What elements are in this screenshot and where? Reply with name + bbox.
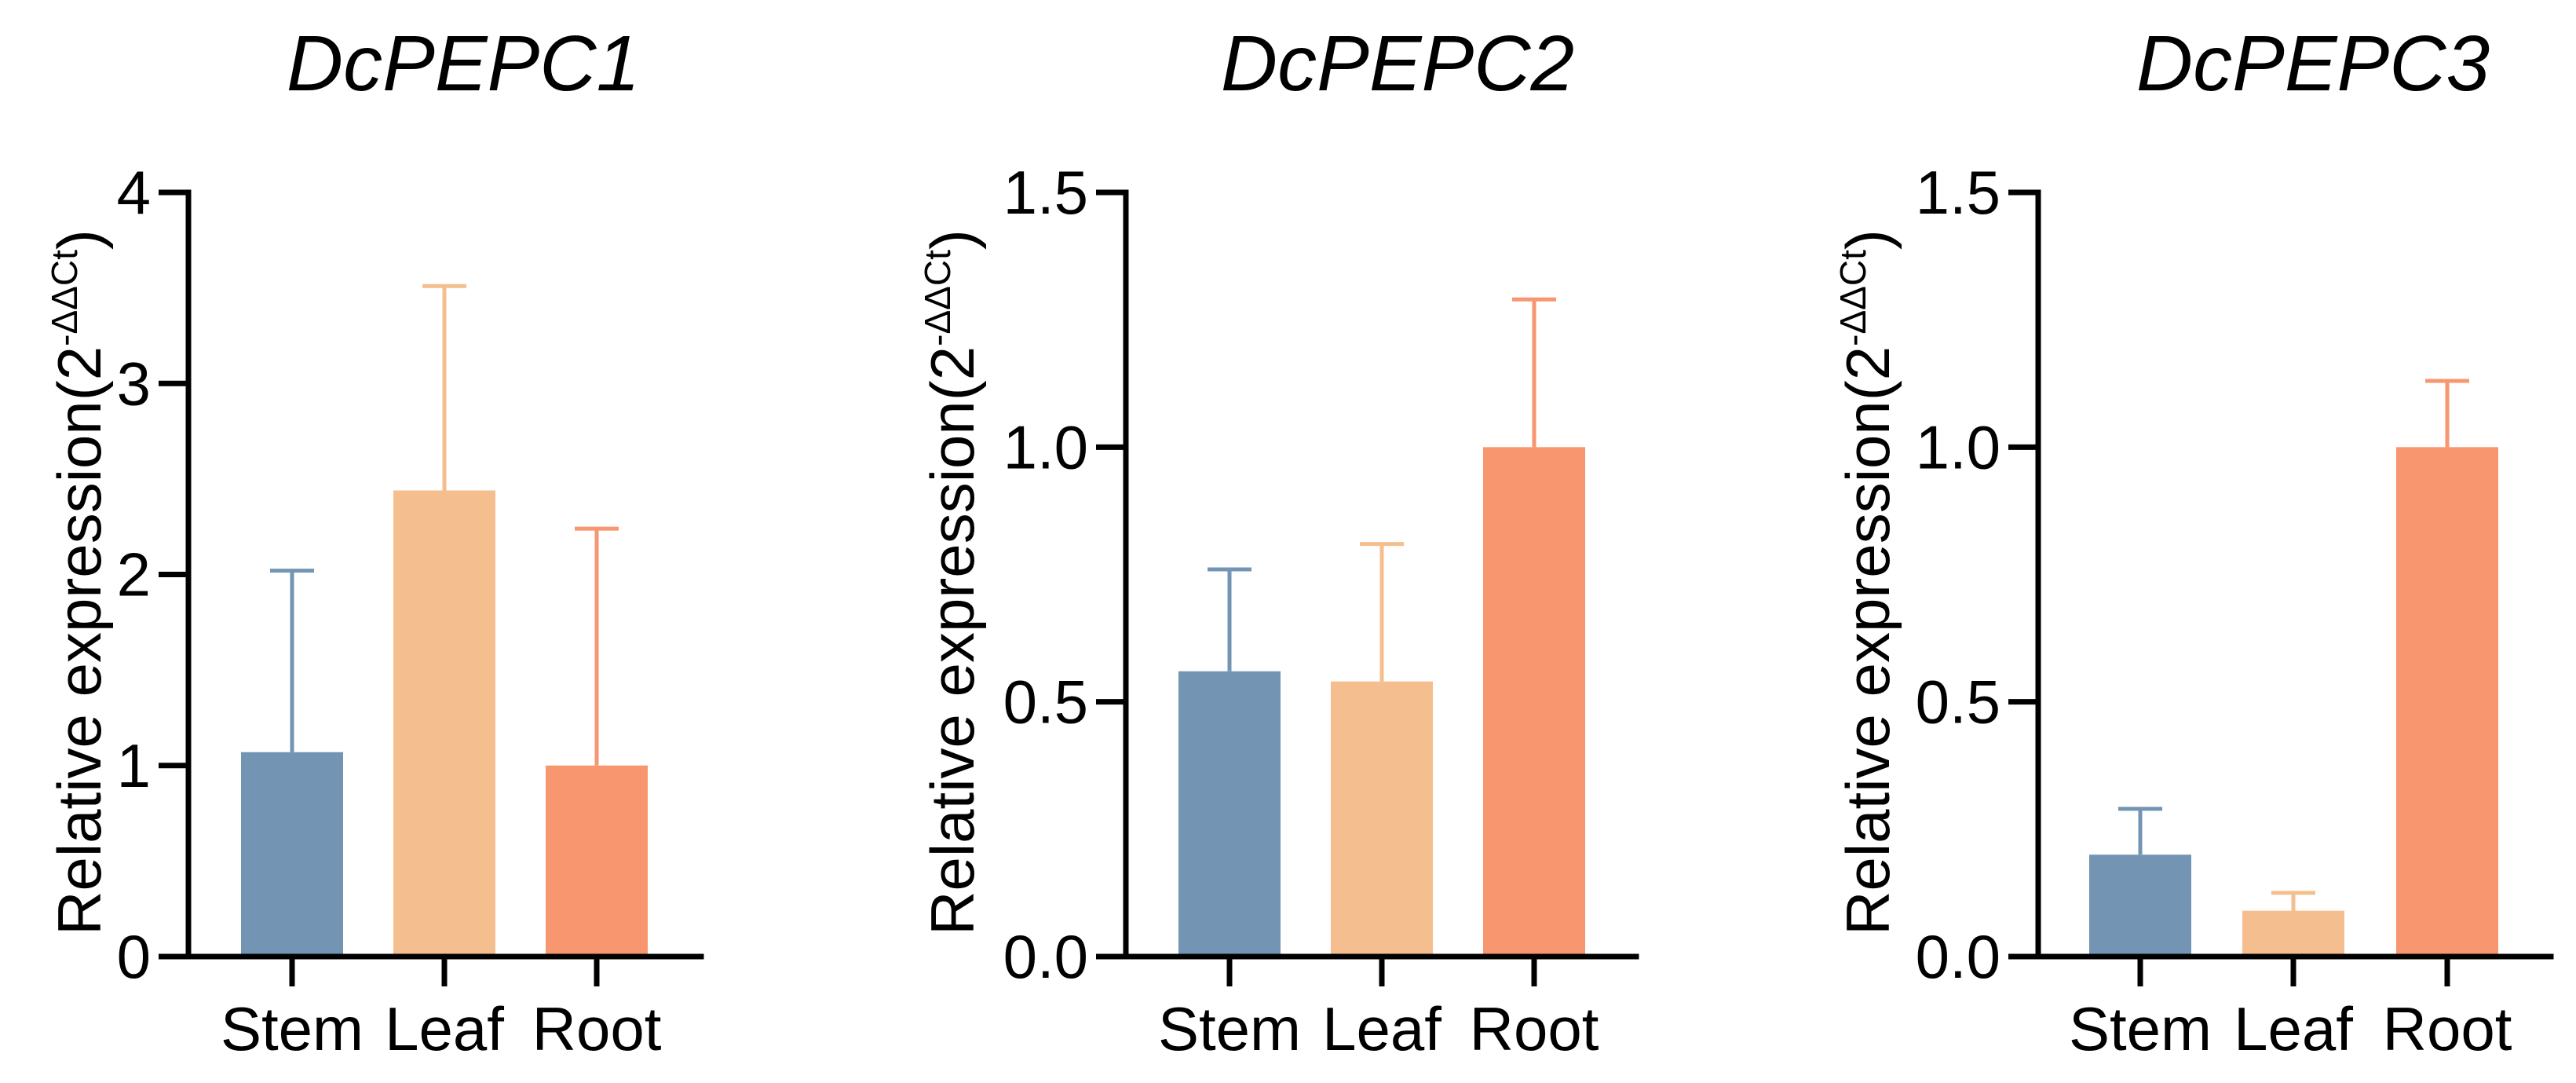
chart-panel-1: DcPEPC1 Relative expression(2-ΔΔCt)0 1 2 3 4 S… xyxy=(44,20,704,1063)
y-axis-label: Relative expression(2-ΔΔCt) xyxy=(1832,229,1902,935)
bar-leaf xyxy=(2242,910,2344,957)
y-tick-label: 0 xyxy=(117,922,151,991)
bar-root xyxy=(546,765,648,957)
chart-title: DcPEPC2 xyxy=(1221,20,1574,108)
y-tick-label: 1.0 xyxy=(1003,412,1088,481)
bar-root xyxy=(1483,447,1585,957)
y-tick-label: 3 xyxy=(117,349,151,418)
bar-leaf xyxy=(1331,681,1433,957)
y-axis-label: Relative expression(2-ΔΔCt) xyxy=(44,229,114,935)
x-tick-label: Stem xyxy=(1158,994,1301,1063)
x-tick-label: Root xyxy=(532,994,662,1063)
x-tick-label: Stem xyxy=(221,994,364,1063)
y-tick-label: 0.0 xyxy=(1916,922,2001,991)
chart-panel-2: DcPEPC2 Relative expression(2-ΔΔCt)0.0 0.5… xyxy=(917,20,1639,1063)
bar-stem xyxy=(1178,671,1281,957)
bar-stem xyxy=(2089,854,2191,957)
chart-title: DcPEPC1 xyxy=(287,20,640,108)
chart-panel-3: DcPEPC3 Relative expression(2-ΔΔCt)0.0 0.5… xyxy=(1832,20,2554,1063)
y-tick-label: 1.5 xyxy=(1916,158,2001,227)
x-tick-label: Leaf xyxy=(385,994,504,1063)
y-tick-label: 1.5 xyxy=(1003,158,1088,227)
bar-stem xyxy=(241,752,343,957)
x-tick-label: Root xyxy=(1470,994,1599,1063)
bar-leaf xyxy=(393,490,495,957)
y-tick-label: 0.5 xyxy=(1916,668,2001,737)
x-tick-label: Leaf xyxy=(2234,994,2353,1063)
bar-root xyxy=(2396,447,2498,957)
y-tick-label: 1 xyxy=(117,731,151,800)
x-tick-label: Stem xyxy=(2069,994,2212,1063)
y-axis-label: Relative expression(2-ΔΔCt) xyxy=(917,229,987,935)
y-tick-label: 0.0 xyxy=(1003,922,1088,991)
y-tick-label: 1.0 xyxy=(1916,412,2001,481)
x-tick-label: Root xyxy=(2383,994,2512,1063)
x-tick-label: Leaf xyxy=(1322,994,1441,1063)
y-tick-label: 4 xyxy=(117,158,151,227)
y-tick-label: 2 xyxy=(117,540,151,609)
y-tick-label: 0.5 xyxy=(1003,668,1088,737)
chart-title: DcPEPC3 xyxy=(2136,20,2490,108)
